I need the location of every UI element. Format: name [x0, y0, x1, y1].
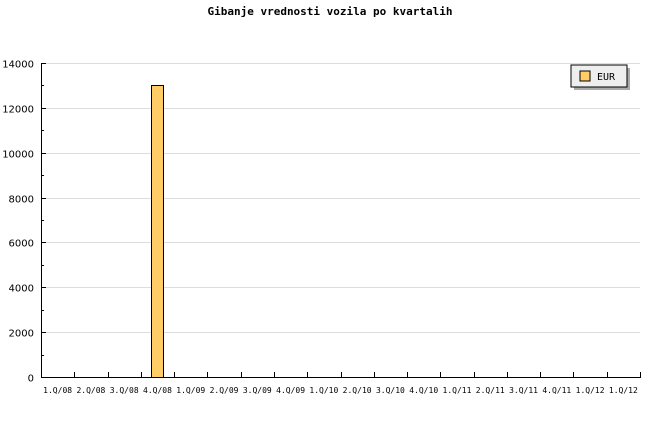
bars	[151, 85, 164, 378]
y-tick-label: 0	[28, 374, 34, 385]
grid	[41, 63, 640, 333]
y-tick-label: 8000	[9, 195, 34, 206]
x-tick-label: 1.Q/10	[309, 386, 338, 395]
x-tick-label: 2.Q/09	[210, 386, 239, 395]
x-tick-label: 4.Q/09	[276, 386, 305, 395]
x-tick-label: 1.Q/11	[443, 386, 472, 395]
y-tick-label: 10000	[2, 150, 34, 161]
x-tick-label: 2.Q/10	[343, 386, 372, 395]
legend-swatch-eur	[579, 70, 591, 82]
x-tick-label: 4.Q/08	[143, 386, 172, 395]
x-tick-label: 1.Q/12	[576, 386, 605, 395]
x-tick-label: 3.Q/10	[376, 386, 405, 395]
legend-label-eur: EUR	[597, 72, 616, 83]
x-tick-label: 3.Q/08	[110, 386, 139, 395]
x-tick-label: 3.Q/11	[509, 386, 538, 395]
x-tick-label: 2.Q/11	[476, 386, 505, 395]
y-tick-label: 12000	[2, 105, 34, 116]
x-tick-label: 4.Q/11	[542, 386, 571, 395]
y-tick-label: 14000	[2, 60, 34, 71]
x-tick-label: 4.Q/10	[409, 386, 438, 395]
axes: 0 2000 4000 6000 8000 10000 12000 14000 1.Q/08 2.…	[2, 60, 641, 395]
y-tick-label: 6000	[9, 239, 34, 250]
x-tick-label: 3.Q/09	[243, 386, 272, 395]
y-tick-label: 4000	[9, 284, 34, 295]
legend: EUR	[570, 64, 630, 90]
chart-title: Gibanje vrednosti vozila po kvartalih	[207, 5, 452, 18]
y-tick-label: 2000	[9, 329, 34, 340]
bar-4.Q/08	[151, 85, 164, 378]
x-tick-label: 1.Q/12	[609, 386, 638, 395]
x-tick-label: 1.Q/09	[176, 386, 205, 395]
x-tick-label: 2.Q/08	[76, 386, 105, 395]
x-tick-label: 1.Q/08	[43, 386, 72, 395]
